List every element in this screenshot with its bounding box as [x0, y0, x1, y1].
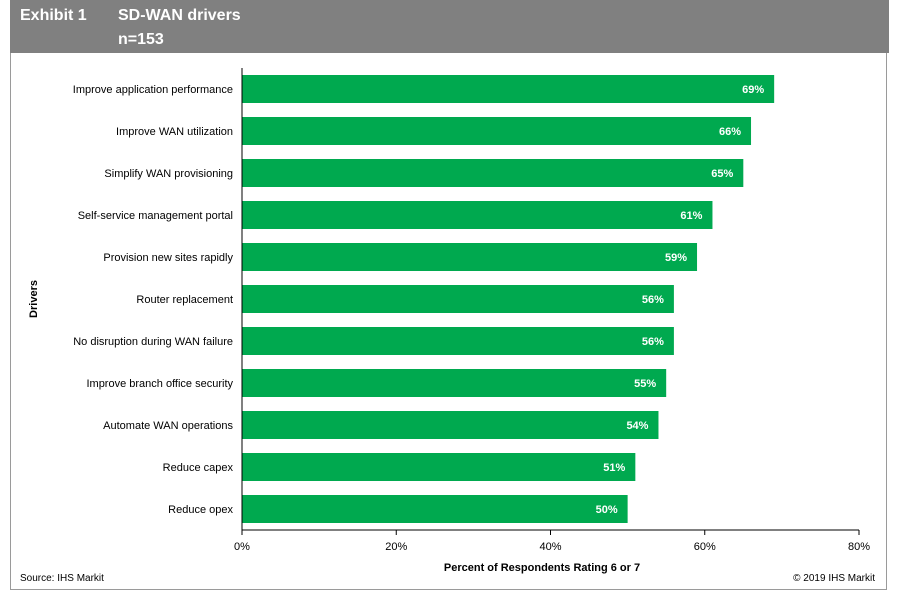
source-note: Source: IHS Markit	[20, 573, 104, 584]
chart-frame	[10, 53, 887, 590]
bar	[242, 369, 667, 397]
copyright-note: © 2019 IHS Markit	[793, 573, 875, 584]
bar	[242, 159, 744, 187]
x-tick-label: 40%	[539, 541, 561, 553]
category-label: Provision new sites rapidly	[103, 252, 233, 264]
category-label: Improve application performance	[73, 84, 233, 96]
bar-value-label: 56%	[642, 336, 664, 348]
bar-value-label: 56%	[642, 294, 664, 306]
bar	[242, 411, 659, 439]
category-label: Improve branch office security	[86, 378, 233, 390]
bar	[242, 117, 752, 145]
bar	[242, 201, 713, 229]
x-tick-label: 0%	[234, 541, 250, 553]
category-label: Reduce opex	[168, 504, 233, 516]
bar-value-label: 65%	[711, 168, 733, 180]
bar-value-label: 51%	[603, 462, 625, 474]
category-label: Improve WAN utilization	[116, 126, 233, 138]
x-tick-label: 80%	[848, 541, 870, 553]
category-label: Router replacement	[136, 294, 233, 306]
y-axis-title: Drivers	[28, 280, 40, 318]
bar-value-label: 61%	[680, 210, 702, 222]
category-label: No disruption during WAN failure	[73, 336, 233, 348]
bar	[242, 75, 775, 103]
bar-value-label: 59%	[665, 252, 687, 264]
x-tick-label: 20%	[385, 541, 407, 553]
bar	[242, 453, 636, 481]
category-label: Automate WAN operations	[103, 420, 233, 432]
bar-value-label: 66%	[719, 126, 741, 138]
bar	[242, 285, 674, 313]
bar	[242, 243, 698, 271]
bar	[242, 327, 674, 355]
category-label: Simplify WAN provisioning	[104, 168, 233, 180]
category-label: Reduce capex	[163, 462, 234, 474]
bar	[242, 495, 628, 523]
exhibit-header: Exhibit 1 SD-WAN drivers n=153	[10, 0, 889, 53]
exhibit-number: Exhibit 1	[20, 7, 87, 24]
bar-value-label: 54%	[626, 420, 648, 432]
bar-value-label: 69%	[742, 84, 764, 96]
x-axis-title: Percent of Respondents Rating 6 or 7	[444, 562, 640, 574]
chart-title: SD-WAN drivers	[118, 7, 241, 24]
bar-value-label: 55%	[634, 378, 656, 390]
category-label: Self-service management portal	[78, 210, 233, 222]
bar-value-label: 50%	[596, 504, 618, 516]
chart-subtitle: n=153	[118, 31, 164, 48]
x-tick-label: 60%	[694, 541, 716, 553]
